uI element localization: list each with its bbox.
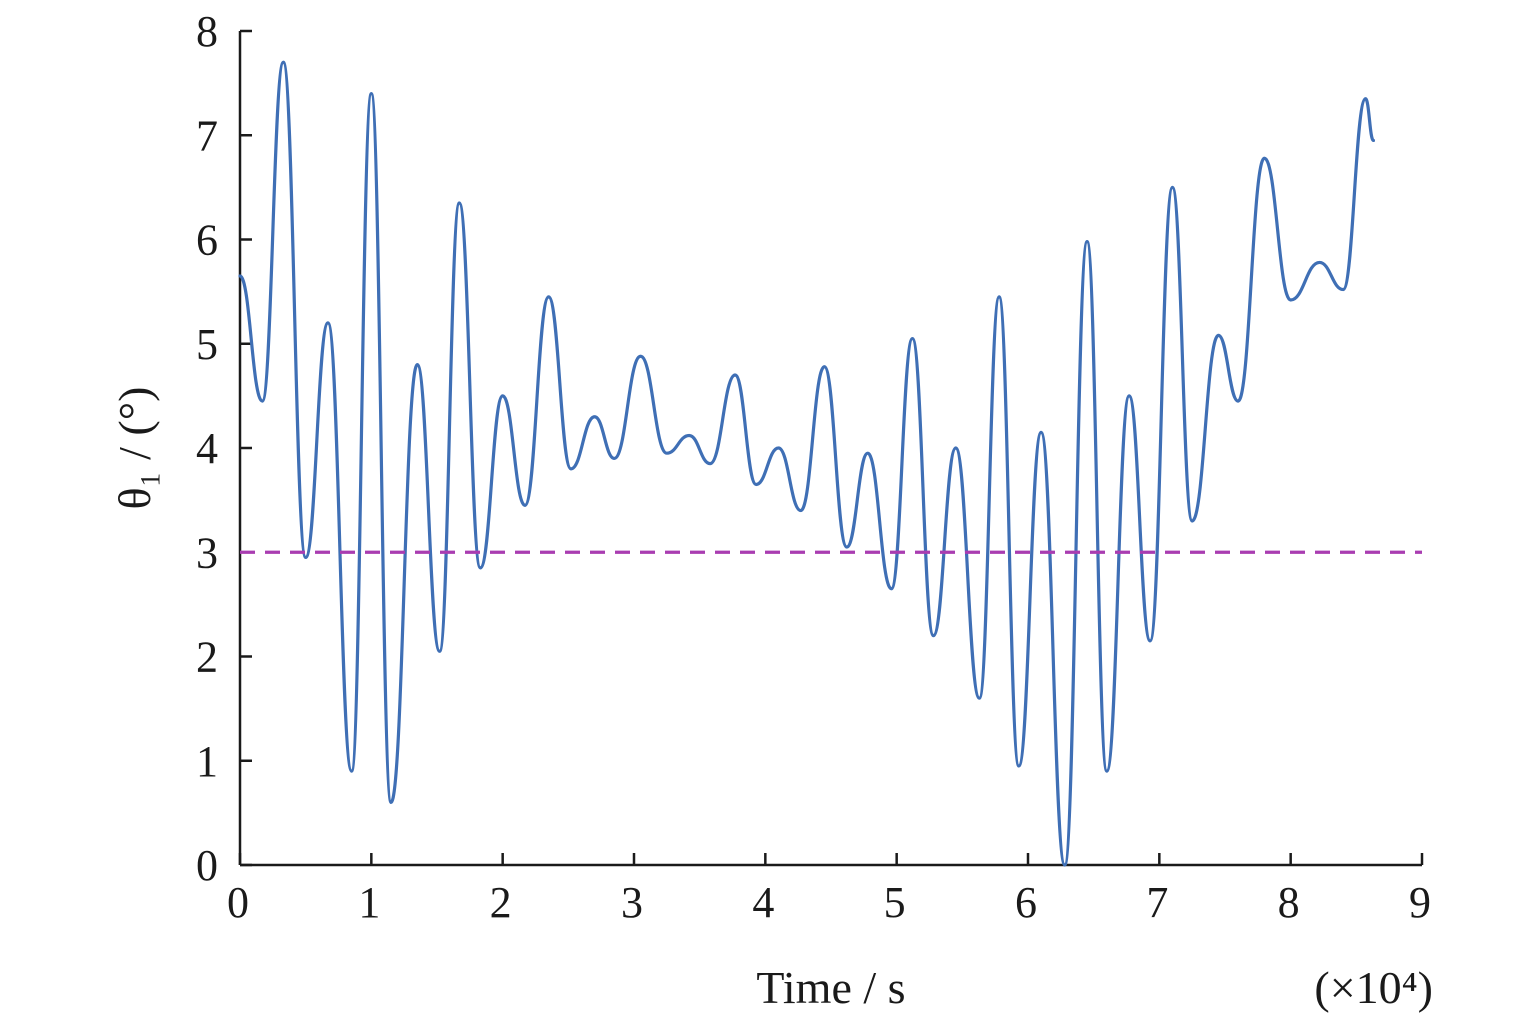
x-ticks: 0 1 2 3 4 5 6 7 8 9 bbox=[227, 853, 1431, 927]
y-axis-label: θ₁ / (°) bbox=[109, 387, 160, 510]
y-tick-label: 7 bbox=[196, 111, 218, 160]
x-tick-label: 0 bbox=[227, 878, 249, 927]
y-tick-label: 0 bbox=[196, 841, 218, 890]
y-tick-label: 5 bbox=[196, 320, 218, 369]
x-axis-label: Time / s bbox=[756, 962, 905, 1013]
y-ticks: 0 1 2 3 4 5 6 7 8 bbox=[196, 7, 252, 890]
y-tick-label: 6 bbox=[196, 216, 218, 265]
x-tick-label: 1 bbox=[358, 878, 380, 927]
y-tick-label: 2 bbox=[196, 633, 218, 682]
x-tick-label: 9 bbox=[1409, 878, 1431, 927]
x-tick-label: 6 bbox=[1015, 878, 1037, 927]
y-tick-label: 1 bbox=[196, 737, 218, 786]
y-tick-label: 8 bbox=[196, 7, 218, 56]
x-tick-label: 2 bbox=[490, 878, 512, 927]
x-tick-label: 4 bbox=[752, 878, 774, 927]
plot-area bbox=[238, 60, 1422, 867]
axes bbox=[238, 31, 1422, 867]
y-tick-label: 4 bbox=[196, 424, 218, 473]
x-tick-label: 8 bbox=[1278, 878, 1300, 927]
x-tick-label: 5 bbox=[884, 878, 906, 927]
x-tick-label: 3 bbox=[621, 878, 643, 927]
y-tick-label: 3 bbox=[196, 528, 218, 577]
series-line bbox=[238, 60, 1376, 867]
x-tick-label: 7 bbox=[1146, 878, 1168, 927]
x-axis-multiplier-label: (×10⁴) bbox=[1314, 962, 1433, 1013]
